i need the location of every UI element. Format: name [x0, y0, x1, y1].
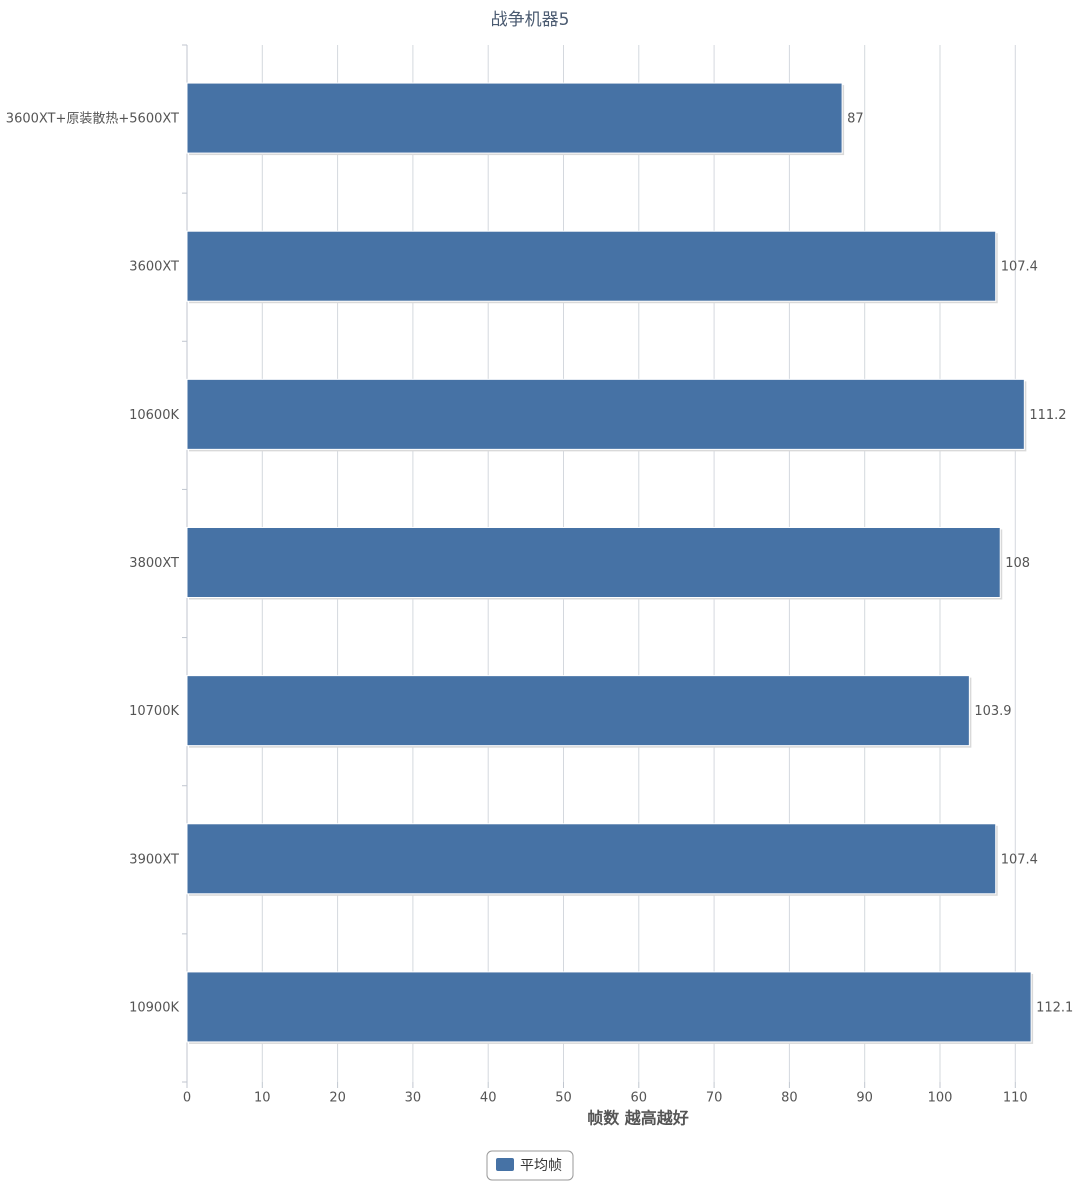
y-tick-label: 10700K	[129, 704, 179, 719]
x-tick-label: 80	[781, 1091, 798, 1106]
value-label: 111.2	[1029, 408, 1066, 423]
x-axis-label: 帧数 越高越好	[587, 1109, 689, 1128]
x-tick-label: 0	[183, 1091, 191, 1106]
value-label: 103.9	[974, 704, 1011, 719]
value-label: 107.4	[1001, 260, 1038, 275]
legend: 平均帧	[486, 1150, 574, 1181]
bar	[186, 823, 997, 895]
y-tick-label: 3900XT	[129, 852, 179, 867]
bar	[186, 675, 970, 747]
x-tick-label: 20	[329, 1091, 346, 1106]
value-label: 112.1	[1036, 1000, 1073, 1015]
y-tick-label: 3600XT	[129, 260, 179, 275]
y-tick-label: 10600K	[129, 408, 179, 423]
value-label: 107.4	[1001, 852, 1038, 867]
x-tick-label: 10	[254, 1091, 271, 1106]
x-tick-label: 60	[631, 1091, 648, 1106]
bar	[186, 971, 1032, 1043]
y-tick-label: 3600XT+原装散热+5600XT	[6, 112, 179, 127]
legend-label: 平均帧	[520, 1158, 562, 1174]
chart-title: 战争机器5	[491, 10, 570, 30]
x-tick-label: 90	[856, 1091, 873, 1106]
x-tick-label: 40	[480, 1091, 497, 1106]
value-label: 87	[847, 112, 864, 127]
y-tick-label: 3800XT	[129, 556, 179, 571]
bar	[186, 82, 843, 154]
y-tick-label: 10900K	[129, 1000, 179, 1015]
x-tick-label: 70	[706, 1091, 723, 1106]
legend-swatch	[496, 1158, 514, 1171]
value-label: 108	[1005, 556, 1030, 571]
bar	[186, 378, 1025, 450]
x-tick-label: 30	[405, 1091, 422, 1106]
x-tick-label: 110	[1003, 1091, 1028, 1106]
x-tick-label: 100	[928, 1091, 953, 1106]
x-tick-label: 50	[555, 1091, 572, 1106]
bar	[186, 230, 997, 302]
bar	[186, 527, 1001, 598]
